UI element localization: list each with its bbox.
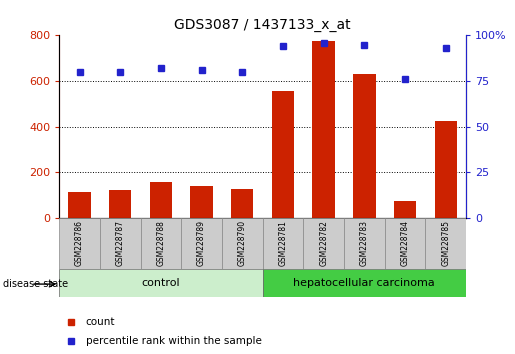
Bar bbox=[141, 218, 181, 269]
Bar bbox=[353, 74, 375, 218]
Bar bbox=[59, 218, 100, 269]
Text: GSM228786: GSM228786 bbox=[75, 221, 84, 266]
Bar bbox=[435, 121, 457, 218]
Bar bbox=[231, 189, 253, 218]
Bar bbox=[181, 218, 222, 269]
Text: percentile rank within the sample: percentile rank within the sample bbox=[85, 336, 262, 346]
Bar bbox=[313, 41, 335, 218]
Bar bbox=[68, 192, 91, 218]
Bar bbox=[100, 218, 141, 269]
Bar bbox=[59, 269, 263, 297]
Bar bbox=[303, 218, 344, 269]
Bar bbox=[425, 218, 466, 269]
Title: GDS3087 / 1437133_x_at: GDS3087 / 1437133_x_at bbox=[175, 18, 351, 32]
Bar bbox=[150, 182, 172, 218]
Text: GSM228788: GSM228788 bbox=[157, 221, 165, 266]
Bar bbox=[263, 269, 466, 297]
Text: disease state: disease state bbox=[3, 279, 67, 289]
Text: GSM228789: GSM228789 bbox=[197, 221, 206, 266]
Text: hepatocellular carcinoma: hepatocellular carcinoma bbox=[294, 278, 435, 288]
Text: control: control bbox=[142, 278, 180, 288]
Bar bbox=[109, 190, 131, 218]
Text: GSM228781: GSM228781 bbox=[279, 221, 287, 266]
Bar bbox=[272, 91, 294, 218]
Text: GSM228787: GSM228787 bbox=[116, 221, 125, 266]
Bar bbox=[394, 201, 416, 218]
Bar bbox=[222, 218, 263, 269]
Text: GSM228790: GSM228790 bbox=[238, 220, 247, 267]
Text: GSM228783: GSM228783 bbox=[360, 221, 369, 266]
Bar bbox=[191, 186, 213, 218]
Text: GSM228784: GSM228784 bbox=[401, 221, 409, 266]
Text: GSM228785: GSM228785 bbox=[441, 221, 450, 266]
Text: GSM228782: GSM228782 bbox=[319, 221, 328, 266]
Bar bbox=[263, 218, 303, 269]
Bar bbox=[385, 218, 425, 269]
Text: count: count bbox=[85, 316, 115, 327]
Bar bbox=[344, 218, 385, 269]
